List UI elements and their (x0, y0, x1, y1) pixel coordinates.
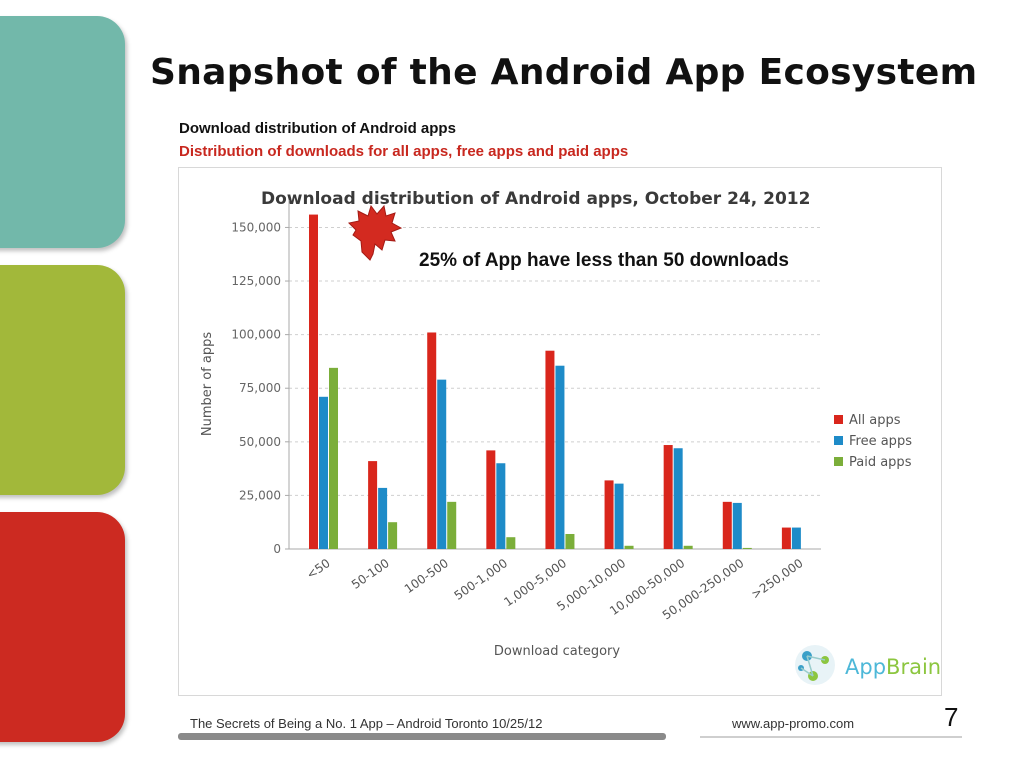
bar-all-apps (368, 461, 378, 549)
legend-swatch (834, 436, 843, 445)
bar-free-apps (791, 527, 801, 549)
legend-swatch (834, 415, 843, 424)
logo-text-brain: Brain (886, 655, 941, 679)
bar-chart: Download distribution of Android apps, O… (200, 189, 941, 685)
x-axis-label: Download category (494, 644, 621, 659)
bar-free-apps (614, 483, 624, 549)
bar-paid-apps (388, 522, 398, 549)
page-number: 7 (944, 702, 959, 732)
x-tick-label: 50-100 (349, 556, 392, 592)
bar-paid-apps (565, 533, 575, 549)
bar-free-apps (496, 463, 506, 549)
footer-url: www.app-promo.com (732, 716, 855, 731)
bar-free-apps (732, 502, 742, 549)
x-tick-labels: <50 50-100 100-500 500-1,0001,000-5,0005,00… (304, 556, 806, 623)
bar-all-apps (604, 480, 614, 549)
slide-subtitle-red: Distribution of downloads for all apps, … (179, 143, 629, 160)
bar-all-apps (722, 501, 732, 549)
bars (309, 214, 801, 549)
legend: All apps Free apps Paid apps (834, 413, 912, 470)
legend-label: All apps (849, 413, 901, 428)
gridlines (289, 226, 821, 496)
bar-paid-apps (506, 537, 516, 549)
axes: 0 25,000 50,000 75,000 100,000 125,000 150,000 (231, 200, 821, 556)
legend-label: Free apps (849, 434, 912, 449)
svg-text:AppBrain: AppBrain (845, 655, 941, 679)
y-axis-label: Number of apps (200, 332, 215, 436)
y-tick-label: 150,000 (231, 220, 281, 234)
slide-subtitle: Download distribution of Android apps (179, 120, 456, 137)
y-tick-label: 0 (273, 542, 281, 556)
bar-free-apps (378, 487, 388, 549)
bar-all-apps (309, 214, 318, 549)
y-tick-label: 100,000 (231, 328, 281, 342)
x-tick-label: >250,000 (749, 556, 806, 602)
chart-title: Download distribution of Android apps, O… (261, 189, 810, 209)
bar-paid-apps (329, 367, 338, 549)
bar-paid-apps (624, 545, 634, 549)
decorative-tab-green (0, 265, 125, 495)
legend-label: Paid apps (849, 455, 912, 470)
bar-all-apps (427, 332, 437, 549)
footer-text: The Secrets of Being a No. 1 App – Andro… (190, 716, 543, 731)
y-tick-label: 125,000 (231, 274, 281, 288)
starburst-icon (347, 204, 403, 261)
footer-divider-line (700, 736, 962, 738)
bar-all-apps (486, 450, 496, 549)
bar-all-apps (545, 350, 555, 549)
bar-paid-apps (683, 545, 693, 549)
bar-free-apps (555, 365, 565, 549)
x-tick-label: 100-500 (402, 556, 451, 596)
bar-free-apps (673, 448, 683, 549)
legend-swatch (834, 457, 843, 466)
callout-text: 25% of App have less than 50 downloads (419, 250, 789, 271)
bar-paid-apps (742, 547, 752, 549)
chart-container: Download distribution of Android apps, O… (178, 167, 942, 696)
appbrain-logo: AppBrain (795, 645, 941, 685)
bar-all-apps (663, 445, 673, 549)
x-tick-label: 500-1,000 (452, 556, 510, 603)
slide-title: Snapshot of the Android App Ecosystem (150, 52, 978, 93)
decorative-tab-teal (0, 16, 125, 248)
y-tick-label: 25,000 (239, 488, 281, 502)
y-tick-label: 75,000 (239, 381, 281, 395)
y-tick-label: 50,000 (239, 435, 281, 449)
decorative-tab-red (0, 512, 125, 742)
bar-all-apps (781, 527, 791, 549)
logo-text-app: App (845, 655, 886, 679)
footer-divider-bar (178, 733, 666, 740)
x-tick-label: <50 (304, 556, 333, 582)
bar-free-apps (319, 396, 328, 549)
bar-paid-apps (447, 501, 457, 549)
bar-free-apps (437, 379, 447, 549)
